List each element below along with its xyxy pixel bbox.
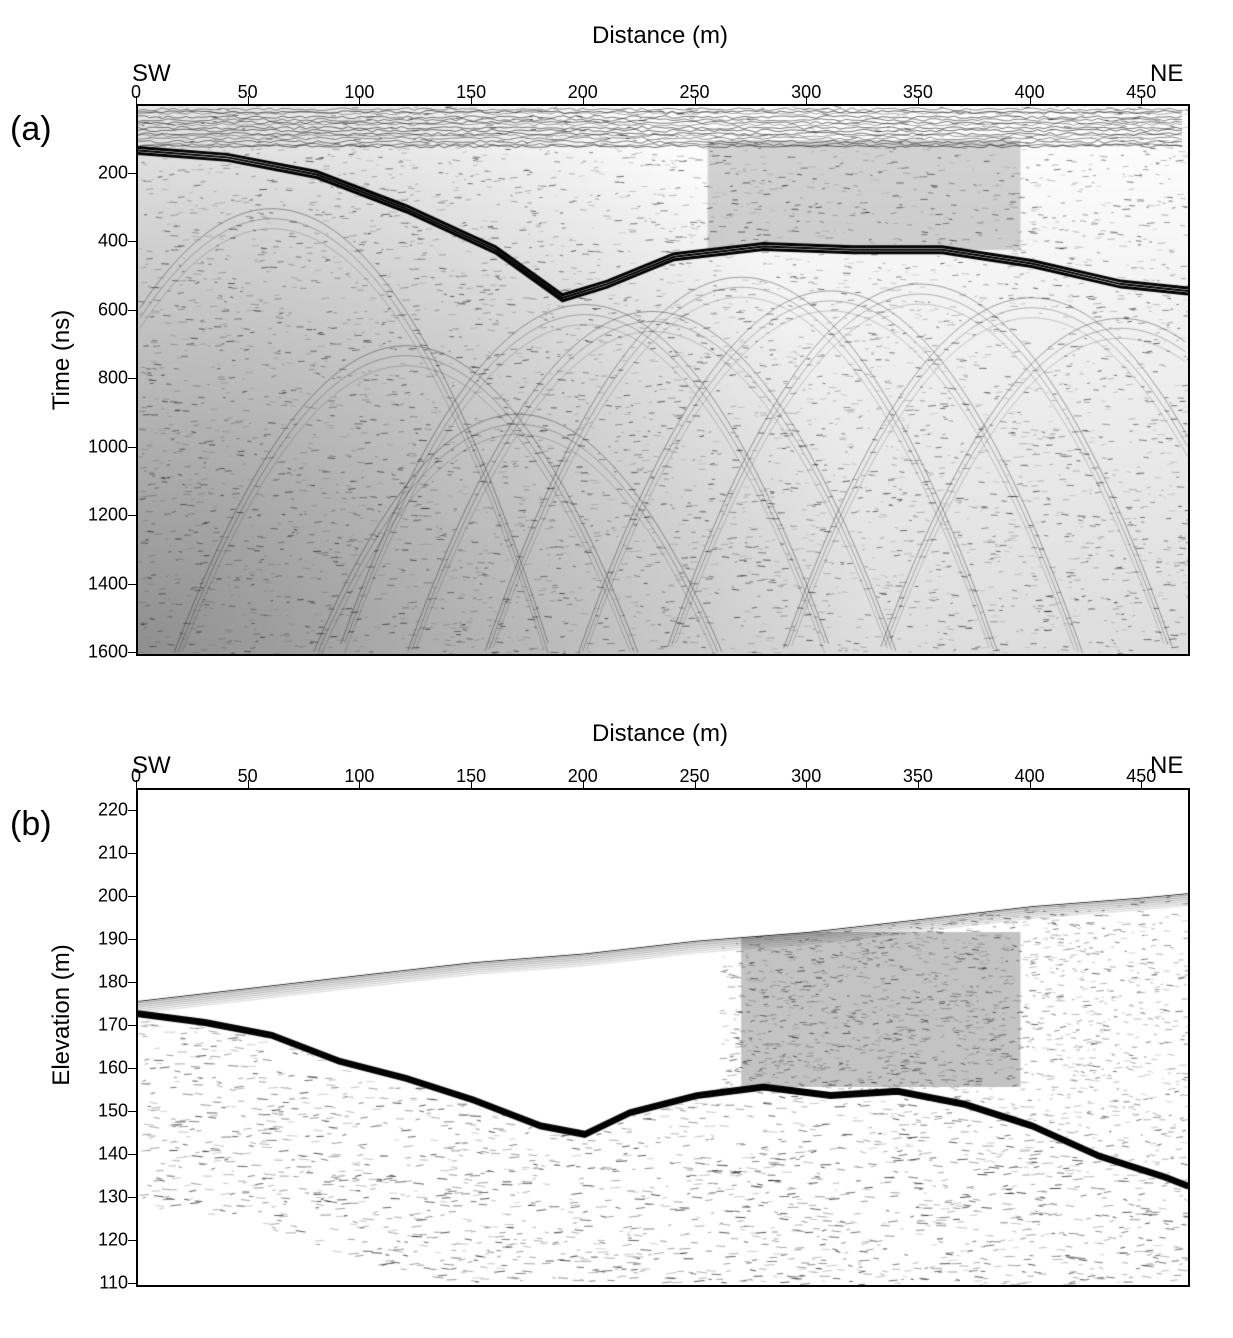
panel-b-canvas bbox=[138, 790, 1188, 1285]
tick-label: 170 bbox=[68, 1014, 128, 1035]
panel-b-x-title: Distance (m) bbox=[560, 720, 760, 748]
tick-label: 130 bbox=[68, 1186, 128, 1207]
panel-a-label: (a) bbox=[10, 110, 52, 149]
tick-label: 220 bbox=[68, 799, 128, 820]
tick-label: 400 bbox=[68, 231, 128, 252]
tick-label: 120 bbox=[68, 1229, 128, 1250]
panel-a-canvas bbox=[138, 106, 1188, 654]
panel-b-y-title: Elevation (m) bbox=[48, 915, 76, 1115]
panel-b-plot-area bbox=[136, 788, 1190, 1287]
tick-label: 800 bbox=[68, 368, 128, 389]
panel-a-y-title: Time (ns) bbox=[48, 260, 76, 460]
tick-label: 1000 bbox=[68, 436, 128, 457]
panel-a-plot-area bbox=[136, 104, 1190, 656]
panel-b-label: (b) bbox=[10, 805, 52, 844]
tick-label: 600 bbox=[68, 299, 128, 320]
tick-label: 190 bbox=[68, 928, 128, 949]
tick-label: 1400 bbox=[68, 573, 128, 594]
tick-label: 160 bbox=[68, 1057, 128, 1078]
panel-a-x-title: Distance (m) bbox=[560, 22, 760, 50]
tick-label: 180 bbox=[68, 971, 128, 992]
tick-label: 210 bbox=[68, 842, 128, 863]
tick-label: 1200 bbox=[68, 505, 128, 526]
tick-label: 140 bbox=[68, 1143, 128, 1164]
tick-label: 150 bbox=[68, 1100, 128, 1121]
tick-label: 200 bbox=[68, 885, 128, 906]
tick-label: 1600 bbox=[68, 642, 128, 663]
tick-label: 200 bbox=[68, 162, 128, 183]
tick-label: 110 bbox=[68, 1273, 128, 1294]
